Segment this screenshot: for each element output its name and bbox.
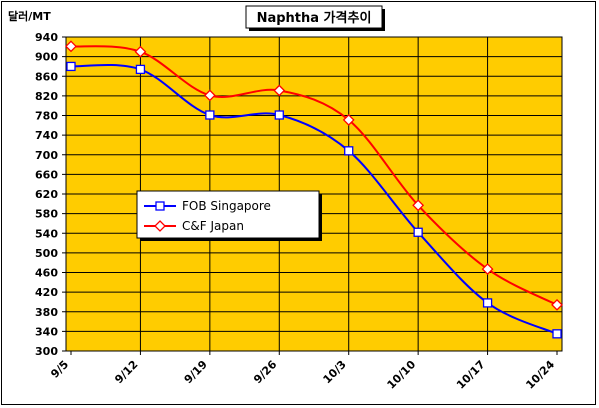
y-tick-label: 340 <box>35 325 58 338</box>
y-tick-label: 460 <box>35 267 58 280</box>
chart-title: Naphtha 가격추이 <box>245 5 385 31</box>
x-tick-label: 9/19 <box>182 358 210 386</box>
legend-marker-c-f-japan <box>154 220 166 232</box>
x-tick-label: 10/10 <box>385 358 419 392</box>
data-point-c-f-japan <box>273 84 286 97</box>
data-point-c-f-japan <box>65 40 77 53</box>
data-point-fob-singapore <box>552 329 562 339</box>
y-axis: 300 340 380 420 460 500 540 580 620 660 700 740 780 8… <box>35 31 66 358</box>
data-point-fob-singapore <box>205 110 215 120</box>
y-tick-label: 420 <box>35 286 58 299</box>
data-point-fob-singapore <box>413 227 423 237</box>
x-tick-label: 9/12 <box>112 358 140 386</box>
data-point-fob-singapore <box>344 146 354 156</box>
x-tick-label: 9/5 <box>48 358 71 381</box>
y-tick-label: 500 <box>35 247 58 260</box>
series-line-c-f-japan <box>70 45 558 306</box>
data-point-c-f-japan <box>481 263 494 275</box>
data-point-fob-singapore <box>135 64 146 75</box>
x-tick-label: 10/24 <box>523 358 557 392</box>
y-tick-label: 620 <box>35 188 58 201</box>
legend-label-c-f-japan: C&F Japan <box>182 219 244 233</box>
y-tick-label: 580 <box>35 208 58 221</box>
y-tick-label: 380 <box>35 306 58 319</box>
y-tick-label: 660 <box>35 168 58 181</box>
y-tick-label: 940 <box>35 31 58 44</box>
y-tick-label: 860 <box>35 70 58 83</box>
y-tick-label: 700 <box>35 149 58 162</box>
y-tick-label: 540 <box>35 227 58 240</box>
x-tick-label: 10/3 <box>321 358 349 386</box>
data-point-c-f-japan <box>203 89 216 102</box>
y-tick-label: 820 <box>35 90 58 103</box>
y-axis-label: 달러/MT <box>8 9 51 23</box>
y-tick-label: 900 <box>35 51 58 64</box>
series-group <box>65 40 563 339</box>
data-point-c-f-japan <box>134 45 147 58</box>
legend: FOB Singapore C&F Japan <box>136 190 322 241</box>
x-axis: 9/5 9/12 9/19 9/26 10/3 10/10 10/17 10/24 <box>48 351 558 392</box>
legend-marker-fob-singapore <box>155 201 165 211</box>
series-line-fob-singapore <box>70 63 558 335</box>
data-point-c-f-japan <box>342 113 355 126</box>
x-tick-label: 9/26 <box>251 358 280 387</box>
series-c-f-japan <box>65 40 563 311</box>
data-point-fob-singapore <box>482 298 493 308</box>
chart-title-text: Naphtha 가격추이 <box>257 10 372 26</box>
y-tick-label: 300 <box>35 345 58 358</box>
y-tick-label: 780 <box>35 110 58 123</box>
series-fob-singapore <box>66 61 562 339</box>
y-tick-label: 740 <box>35 129 58 142</box>
data-point-c-f-japan <box>551 298 563 311</box>
x-tick-label: 10/17 <box>454 358 488 392</box>
data-point-fob-singapore <box>274 110 284 120</box>
legend-label-fob-singapore: FOB Singapore <box>182 199 271 213</box>
data-point-fob-singapore <box>66 61 76 72</box>
data-point-c-f-japan <box>412 199 425 212</box>
